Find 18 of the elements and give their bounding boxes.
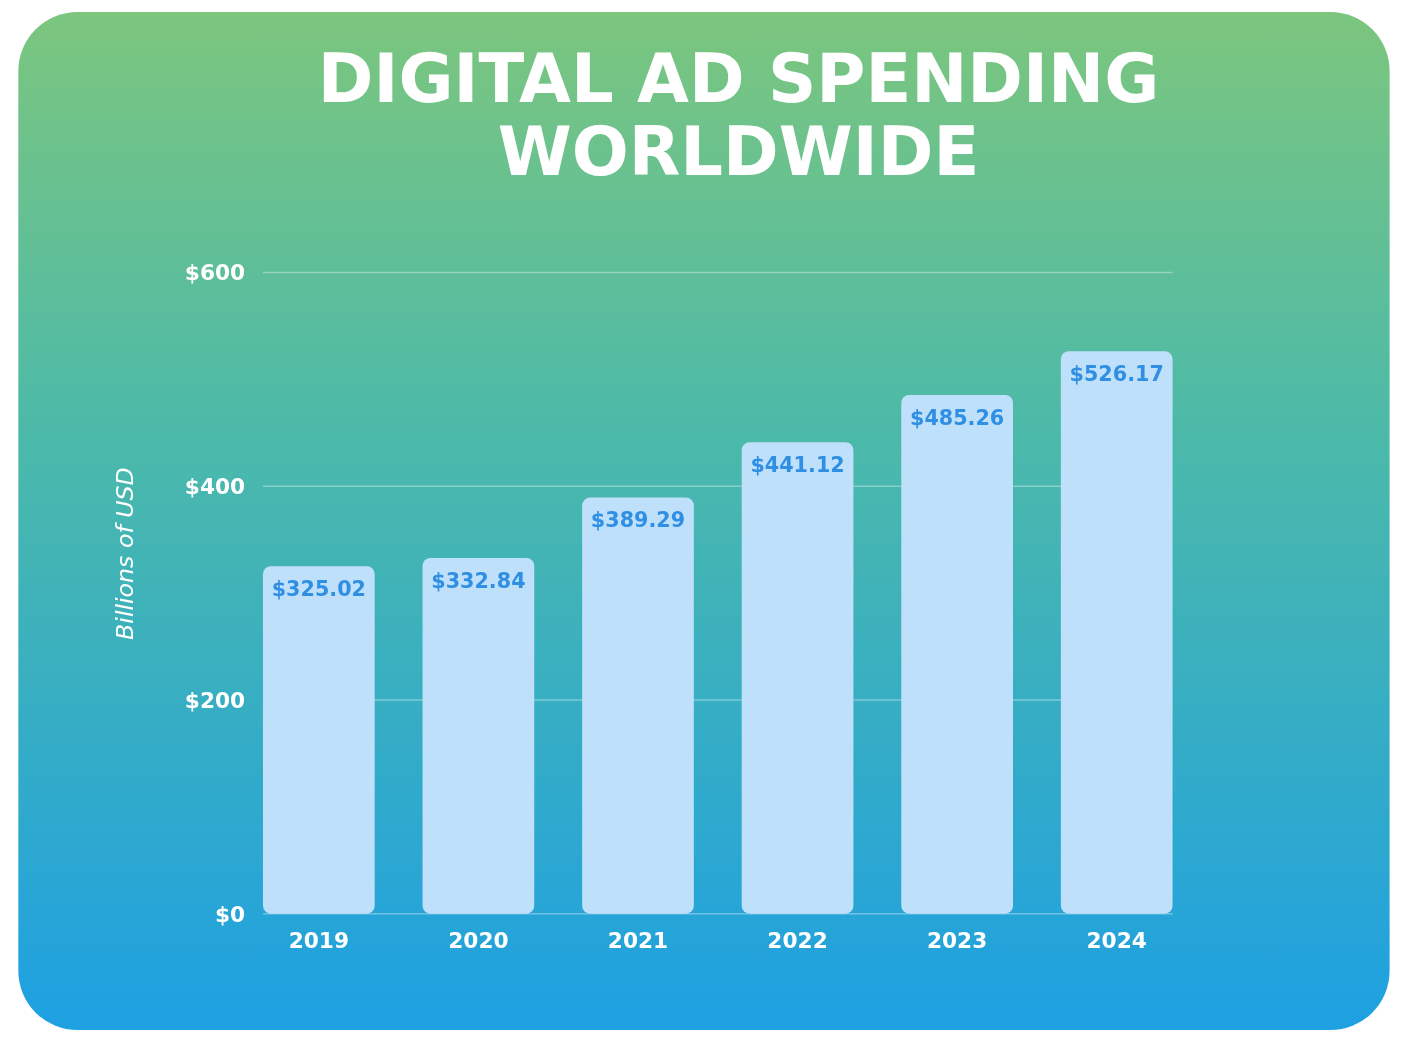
x-tick-label: 2021 (607, 928, 669, 954)
y-tick-label: $0 (215, 901, 246, 927)
x-tick-label: 2019 (288, 928, 350, 954)
y-tick-label: $600 (184, 260, 246, 286)
data-label: $485.26 (909, 405, 1005, 430)
x-tick-label: 2023 (926, 928, 988, 954)
data-label: $332.84 (431, 568, 526, 593)
y-tick-label: $400 (184, 474, 246, 500)
chart-title: DIGITAL AD SPENDING WORLDWIDE (317, 39, 1160, 191)
y-tick-label: $200 (184, 687, 246, 713)
data-label: $389.29 (590, 508, 686, 533)
data-label: $526.17 (1069, 361, 1164, 386)
x-tick-label: 2022 (767, 928, 828, 954)
x-tick-label: 2020 (448, 928, 509, 954)
data-label: $325.02 (271, 576, 366, 601)
data-label: $441.12 (750, 452, 845, 477)
x-tick-label: 2024 (1086, 928, 1147, 954)
y-axis-title: Billions of USD (110, 467, 139, 640)
